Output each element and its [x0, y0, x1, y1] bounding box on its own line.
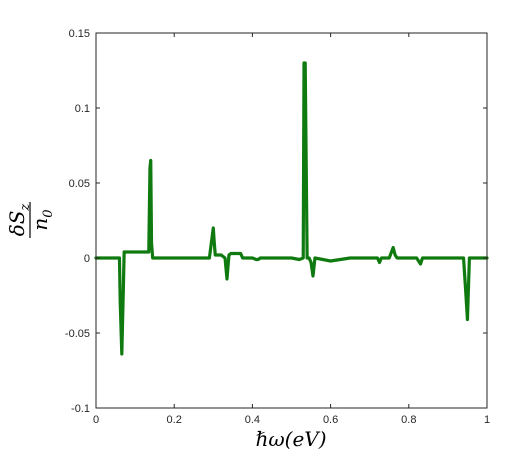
data-point [304, 62, 306, 64]
x-tick-label: 1 [484, 414, 490, 426]
data-point [257, 258, 259, 261]
x-tick-label: 0.6 [323, 414, 338, 426]
data-point [298, 258, 300, 261]
plot-frame [95, 32, 488, 409]
data-point [419, 263, 422, 265]
svg-text:δSz: δSz [5, 204, 33, 237]
data-point [423, 257, 426, 259]
data-point [149, 167, 151, 169]
data-point [255, 258, 257, 261]
data-point [466, 318, 469, 321]
y-label-numerator: δS [5, 211, 29, 237]
data-point [230, 252, 232, 255]
y-label-denominator-sub: 0 [41, 209, 56, 217]
data-point [220, 254, 222, 256]
data-point [240, 252, 242, 255]
data-point [416, 257, 418, 259]
data-point [464, 287, 467, 289]
data-point [152, 257, 154, 259]
data-point [259, 257, 261, 259]
data-point [388, 257, 390, 259]
y-tick-label: 0.15 [69, 28, 90, 40]
data-point [303, 62, 305, 64]
data-point [376, 257, 379, 259]
data-point [468, 257, 471, 259]
data-point [302, 257, 304, 259]
data-point [212, 227, 214, 229]
data-point [330, 260, 332, 262]
data-point [306, 257, 308, 259]
data-point [369, 257, 371, 259]
plot-area [96, 33, 487, 408]
data-point [378, 261, 381, 264]
data-point [121, 353, 123, 355]
x-tick-label: 0 [93, 414, 99, 426]
data-point [349, 257, 351, 259]
data-point [308, 257, 310, 259]
data-point [462, 257, 465, 259]
data-point [408, 257, 410, 259]
data-point [380, 257, 383, 259]
data-point [208, 257, 210, 259]
data-point [228, 254, 230, 256]
data-point [148, 251, 150, 253]
data-point [283, 257, 285, 259]
data-point [119, 302, 121, 304]
x-tick-label: 0.4 [245, 414, 260, 426]
data-point [150, 242, 153, 244]
svg-text:n0: n0 [28, 209, 56, 230]
data-point [242, 257, 244, 259]
x-tick-label: 0.8 [401, 414, 416, 426]
ticks-layer: 0 0.2 0.4 0.6 0.8 1 -0.1 -0.05 0 0.05 0.1 0.15 [65, 28, 490, 426]
y-label-numerator-sub: z [18, 204, 33, 212]
data-point [213, 239, 215, 241]
data-point [251, 257, 253, 259]
data-point [312, 275, 314, 277]
y-axis-label: δSz n0 [5, 202, 56, 238]
data-point [310, 261, 312, 264]
data-point [394, 254, 396, 256]
data-point [447, 257, 449, 259]
data-layer [94, 61, 489, 356]
data-point [224, 257, 226, 259]
data-point [314, 257, 316, 259]
data-point [123, 251, 125, 253]
y-tick-label: 0.1 [75, 103, 90, 115]
data-point [122, 287, 124, 289]
data-point [226, 278, 228, 280]
y-tick-label: -0.05 [65, 328, 90, 340]
x-axis-label: ℏω(eV) [255, 427, 326, 451]
y-label-denominator: n [28, 218, 52, 231]
x-tick-label: 0.2 [167, 414, 182, 426]
series-line [94, 61, 489, 356]
y-tick-label: 0 [84, 253, 90, 265]
y-tick-label: -0.1 [71, 403, 90, 415]
data-point [214, 254, 216, 256]
data-point [396, 257, 398, 259]
data-point [118, 257, 121, 259]
data-point [421, 257, 424, 259]
data-point [150, 159, 152, 162]
y-tick-label: 0.05 [69, 178, 90, 190]
data-point [290, 257, 293, 259]
data-point [392, 246, 394, 249]
